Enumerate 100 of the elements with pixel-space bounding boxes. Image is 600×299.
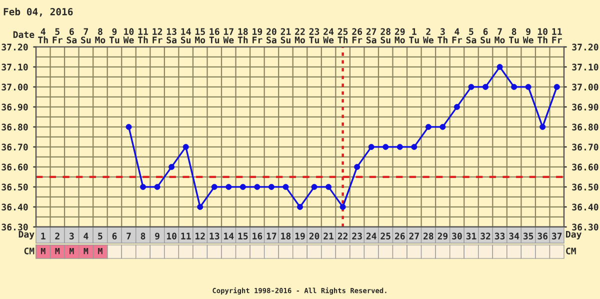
text: 7 Mo bbox=[494, 28, 505, 44]
x-tick-label: 4 bbox=[84, 232, 88, 240]
text: 18 Th bbox=[238, 28, 248, 44]
y-tick-label: 36.50 bbox=[2, 184, 28, 191]
text: 23 Tu bbox=[309, 28, 320, 44]
text: 21 Su bbox=[280, 28, 291, 44]
text: 8 Tu bbox=[509, 28, 519, 44]
x-tick-label: 11 bbox=[181, 232, 191, 240]
x-tick-label: 22 bbox=[338, 232, 348, 240]
text: 6 Sa bbox=[66, 28, 77, 44]
text: 5 Sa bbox=[466, 28, 476, 44]
x-axis-title: Day bbox=[18, 230, 34, 240]
text: 5 Fr bbox=[52, 28, 62, 44]
y-tick-label: 36.30 bbox=[2, 224, 28, 231]
text: 19 Fr bbox=[252, 28, 262, 44]
text: CM bbox=[566, 248, 576, 254]
text: M bbox=[84, 248, 88, 254]
text: 2 We bbox=[422, 28, 434, 44]
x-tick-label: 15 bbox=[238, 232, 248, 240]
text: M bbox=[98, 248, 102, 254]
x-tick-label: 21 bbox=[324, 232, 334, 240]
text: 10 We bbox=[123, 28, 134, 44]
x-tick-label: 35 bbox=[523, 232, 534, 240]
x-tick-label: 13 bbox=[210, 232, 220, 240]
text: 9 We bbox=[522, 28, 534, 44]
y2-tick-label: 37.00 bbox=[572, 84, 598, 90]
y2-tick-label: 36.50 bbox=[572, 184, 598, 191]
x-tick-label: 37 bbox=[552, 232, 562, 240]
x-tick-label: 26 bbox=[394, 232, 405, 240]
x-tick-label: 3 bbox=[70, 232, 74, 240]
text: M bbox=[70, 248, 74, 254]
text: 1 Tu bbox=[409, 28, 419, 44]
x-tick-label: 34 bbox=[509, 232, 520, 240]
y-tick-label: 36.60 bbox=[2, 164, 28, 171]
x-tick-label: 27 bbox=[409, 232, 419, 240]
text: 26 Fr bbox=[352, 28, 362, 44]
text: M bbox=[55, 248, 60, 254]
text: 4 Th bbox=[38, 28, 48, 44]
x-tick-label: 30 bbox=[452, 232, 462, 240]
y2-tick-label: 37.10 bbox=[572, 64, 598, 70]
text: 29 Mo bbox=[394, 28, 405, 44]
y-tick-label: 36.80 bbox=[2, 124, 28, 131]
text: 20 Sa bbox=[266, 28, 276, 44]
x-tick-label: 28 bbox=[424, 232, 434, 240]
x-tick-label: 32 bbox=[480, 232, 490, 240]
text: 11 Th bbox=[138, 28, 148, 44]
text: 15 Mo bbox=[195, 28, 206, 44]
x-tick-label: 12 bbox=[196, 232, 205, 240]
x-tick-label: 33 bbox=[494, 232, 505, 240]
text: 28 Su bbox=[380, 28, 390, 44]
text: 27 Sa bbox=[366, 28, 376, 44]
text: CM bbox=[24, 248, 34, 254]
text: 22 Mo bbox=[294, 28, 306, 44]
text: 16 Tu bbox=[209, 28, 220, 44]
y2-tick-label: 36.40 bbox=[572, 204, 598, 211]
text: 11 Fr bbox=[552, 28, 562, 44]
text: 13 Sa bbox=[166, 28, 176, 44]
y-tick-label: 37.10 bbox=[2, 64, 28, 70]
x-tick-label: 2 bbox=[55, 232, 60, 240]
y2-tick-label: 36.80 bbox=[572, 124, 598, 131]
x-tick-label: 23 bbox=[352, 232, 362, 240]
x-tick-label: 9 bbox=[155, 232, 160, 240]
text: Date bbox=[13, 31, 34, 38]
text: Day bbox=[566, 230, 582, 240]
text: M bbox=[40, 248, 46, 254]
x-tick-label: 16 bbox=[252, 232, 262, 240]
text: 7 Su bbox=[81, 28, 91, 44]
x-tick-label: 31 bbox=[466, 232, 476, 240]
x-tick-label: 14 bbox=[224, 232, 234, 240]
text: 8 Mo bbox=[95, 28, 106, 44]
y-tick-label: 36.90 bbox=[2, 104, 28, 111]
y-tick-label: 36.40 bbox=[2, 204, 28, 211]
x-tick-label: 10 bbox=[166, 232, 176, 240]
x-tick-label: 18 bbox=[281, 232, 291, 240]
x-tick-label: 17 bbox=[266, 232, 276, 240]
text: 14 Su bbox=[180, 28, 191, 44]
text: 4 Fr bbox=[452, 28, 462, 44]
y-tick-label: 37.20 bbox=[2, 44, 28, 50]
y2-tick-label: 36.70 bbox=[572, 144, 598, 151]
x-tick-label: 1 bbox=[41, 232, 46, 240]
chart-title: Feb 04, 2016 bbox=[4, 8, 73, 17]
x-tick-label: 20 bbox=[309, 232, 320, 240]
text: 10 Th bbox=[538, 28, 548, 44]
x-tick-label: 8 bbox=[140, 232, 146, 240]
y2-tick-label: 36.90 bbox=[572, 104, 598, 111]
y2-tick-label: 36.60 bbox=[572, 164, 598, 171]
y2-tick-label: 36.30 bbox=[572, 224, 598, 231]
x-tick-label: 5 bbox=[98, 232, 102, 240]
x-tick-label: 24 bbox=[366, 232, 376, 240]
x-tick-label: 19 bbox=[295, 232, 305, 240]
text: 12 Fr bbox=[152, 28, 162, 44]
text: 17 We bbox=[223, 28, 234, 44]
y-tick-label: 36.70 bbox=[2, 144, 28, 151]
x-tick-label: 6 bbox=[112, 232, 117, 240]
x-tick-label: 36 bbox=[538, 232, 548, 240]
x-tick-label: 7 bbox=[126, 232, 131, 240]
text: 25 Th bbox=[338, 28, 348, 44]
x-tick-label: 29 bbox=[438, 232, 448, 240]
text: 3 Th bbox=[438, 28, 448, 44]
text: 9 Tu bbox=[109, 28, 120, 44]
